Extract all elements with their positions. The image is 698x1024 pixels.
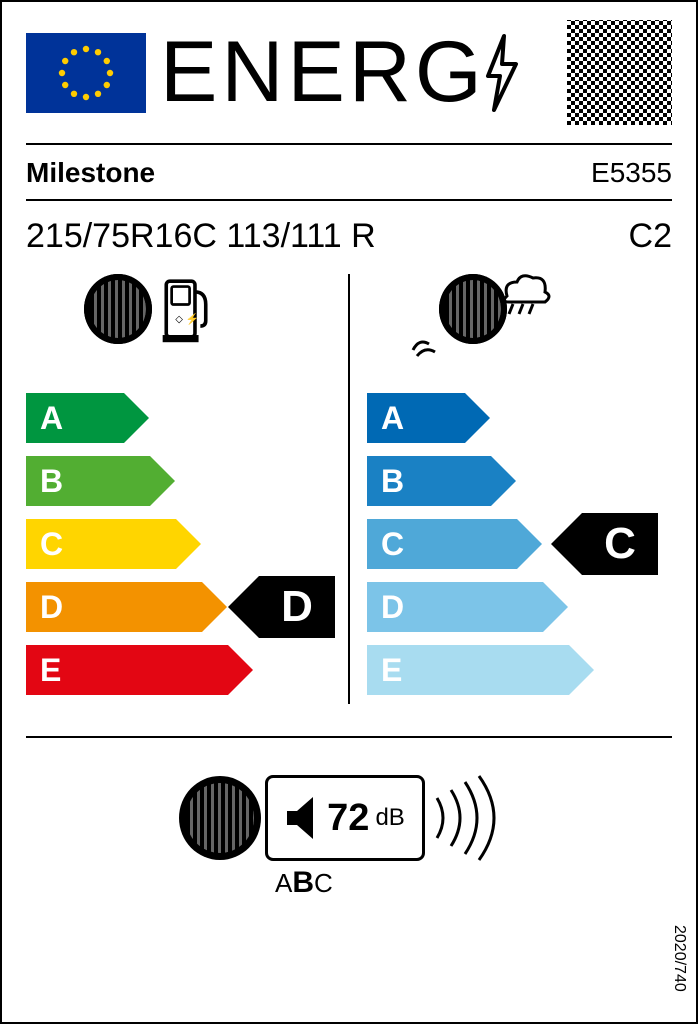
noise-class-a: A bbox=[275, 868, 292, 898]
rating-bar-e: E bbox=[367, 645, 569, 695]
noise-class-selected: B bbox=[292, 866, 314, 899]
fuel-efficiency-chart: ⬦ ⚡ ABCDDE bbox=[26, 274, 349, 704]
fuel-rating-badge: D bbox=[259, 576, 335, 638]
rating-bar-b: B bbox=[367, 456, 491, 506]
rating-row: DD bbox=[26, 578, 349, 636]
energy-logo: ENERG bbox=[160, 23, 526, 122]
header: ENERG bbox=[2, 2, 696, 125]
wet-grip-icon bbox=[439, 274, 507, 344]
sound-waves-icon bbox=[429, 768, 519, 868]
rating-row: B bbox=[367, 452, 672, 510]
tyre-size: 215/75R16C 113/111 R bbox=[26, 217, 376, 256]
noise-tire-icon bbox=[179, 776, 261, 860]
qr-code-icon bbox=[567, 20, 672, 125]
rating-row: CC bbox=[367, 515, 672, 573]
rating-bar-a: A bbox=[367, 393, 465, 443]
noise-section: 72 dB ABC bbox=[26, 736, 672, 868]
rating-row: C bbox=[26, 515, 349, 573]
rating-bar-d: D bbox=[26, 582, 202, 632]
svg-text:⬦ ⚡: ⬦ ⚡ bbox=[175, 312, 199, 325]
rating-row: D bbox=[367, 578, 672, 636]
rating-bar-b: B bbox=[26, 456, 150, 506]
splash-icon bbox=[409, 330, 449, 360]
speaker-icon bbox=[285, 793, 321, 843]
noise-speaker-box: 72 dB bbox=[265, 775, 425, 861]
wet-rating-badge: C bbox=[582, 513, 658, 575]
rain-cloud-icon bbox=[489, 268, 553, 328]
regulation-number: 2020/740 bbox=[670, 925, 688, 992]
rating-row: E bbox=[26, 641, 349, 699]
rating-bar-c: C bbox=[367, 519, 517, 569]
noise-unit: dB bbox=[375, 804, 404, 832]
brand-name: Milestone bbox=[26, 157, 155, 189]
wet-grip-chart: ABCCDE bbox=[349, 274, 672, 704]
size-row: 215/75R16C 113/111 R C2 bbox=[26, 199, 672, 274]
noise-class-c: C bbox=[314, 868, 333, 898]
noise-value: 72 bbox=[327, 797, 369, 840]
rating-bar-e: E bbox=[26, 645, 228, 695]
rating-row: A bbox=[367, 389, 672, 447]
eu-flag-icon bbox=[26, 33, 146, 113]
rating-bar-d: D bbox=[367, 582, 543, 632]
lightning-icon bbox=[478, 30, 526, 116]
fuel-pump-icon: ⬦ ⚡ bbox=[160, 274, 212, 344]
rating-row: A bbox=[26, 389, 349, 447]
noise-class-scale: ABC bbox=[275, 866, 333, 900]
energy-text: ENERG bbox=[160, 23, 486, 122]
rating-row: B bbox=[26, 452, 349, 510]
rating-bar-a: A bbox=[26, 393, 124, 443]
model-code: E5355 bbox=[591, 157, 672, 189]
charts: ⬦ ⚡ ABCDDE ABCCDE bbox=[26, 274, 672, 704]
brand-row: Milestone E5355 bbox=[26, 143, 672, 199]
rating-bar-c: C bbox=[26, 519, 176, 569]
fuel-efficiency-icon: ⬦ ⚡ bbox=[84, 274, 212, 344]
rating-row: E bbox=[367, 641, 672, 699]
tyre-class: C2 bbox=[629, 217, 672, 256]
